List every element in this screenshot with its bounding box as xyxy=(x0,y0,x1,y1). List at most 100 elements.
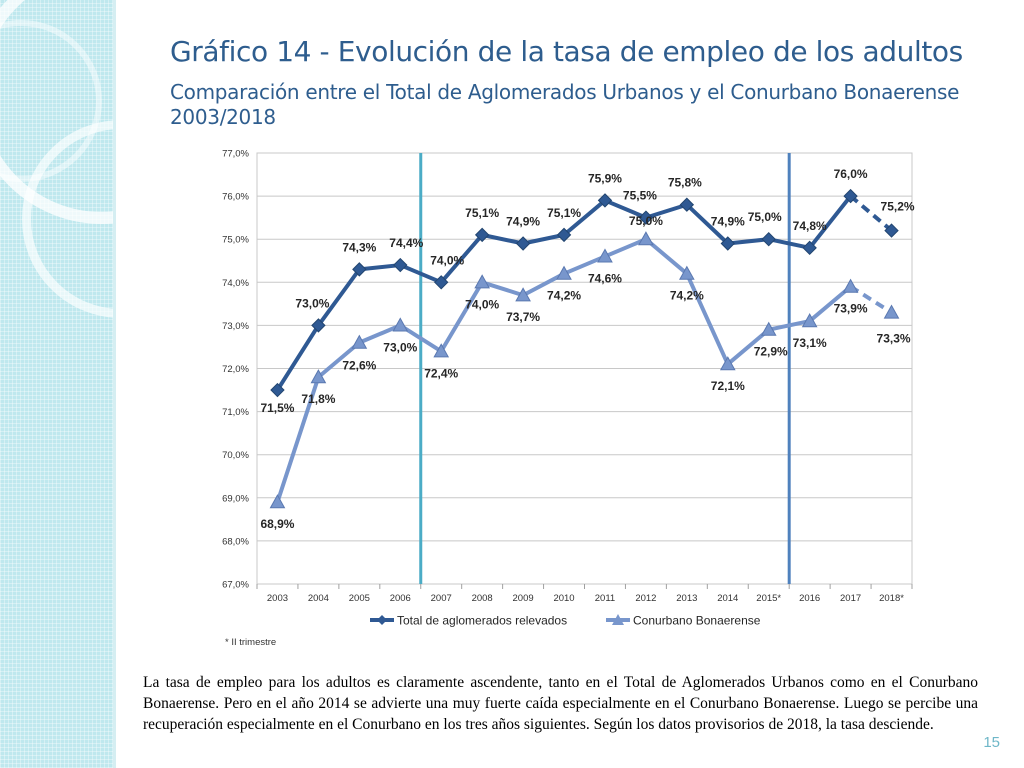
total-marker xyxy=(270,382,285,398)
total-marker xyxy=(352,262,367,277)
x-tick-label: 2005 xyxy=(349,593,370,604)
conurbano-data-label: 73,3% xyxy=(877,331,911,345)
conurbano-marker xyxy=(883,304,900,319)
y-tick-label: 72,0% xyxy=(222,364,249,375)
conurbano-data-label: 72,4% xyxy=(424,366,458,380)
total-marker xyxy=(638,210,654,225)
y-tick-label: 77,0% xyxy=(222,149,249,160)
total-data-label: 74,4% xyxy=(389,236,423,250)
total-data-label: 71,5% xyxy=(260,401,294,415)
conurbano-data-label: 68,9% xyxy=(260,517,294,531)
x-tick-label: 2018* xyxy=(879,593,904,604)
conurbano-data-label: 74,2% xyxy=(670,289,704,303)
conurbano-marker xyxy=(351,334,368,349)
conurbano-data-label: 73,1% xyxy=(793,336,827,350)
total-marker xyxy=(802,240,817,256)
conurbano-marker xyxy=(719,356,736,371)
total-data-label: 75,5% xyxy=(623,189,657,203)
employment-rate-line-chart: 67,0% 68,0% 69,0% 70,0% 71,0% 72,0% 73,0% 74,0%… xyxy=(222,149,915,649)
total-data-label: 73,0% xyxy=(295,296,329,310)
total-data-label: 74,0% xyxy=(430,253,464,267)
y-tick-label: 76,0% xyxy=(222,192,249,203)
x-tick-label: 2011 xyxy=(595,593,615,604)
total-data-label: 75,1% xyxy=(465,206,499,220)
y-tick-label: 67,0% xyxy=(222,580,249,591)
total-marker xyxy=(597,193,613,208)
total-data-label: 75,0% xyxy=(748,210,782,224)
slide-body-text: La tasa de empleo para los adultos es cl… xyxy=(143,674,978,733)
conurbano-data-label: 72,9% xyxy=(754,345,788,359)
conurbano-marker xyxy=(433,343,450,358)
total-marker xyxy=(884,223,899,238)
total-marker xyxy=(761,231,776,247)
conurbano-marker xyxy=(678,265,695,280)
x-tick-label: 2012 xyxy=(635,593,656,604)
total-marker xyxy=(474,227,490,243)
legend-total-label: Total de aglomerados relevados xyxy=(397,614,567,628)
x-tick-label: 2010 xyxy=(553,593,574,604)
conurbano-marker xyxy=(310,369,327,384)
conurbano-data-label: 73,9% xyxy=(834,302,868,316)
x-tick-label: 2008 xyxy=(472,593,493,604)
total-marker xyxy=(556,227,572,243)
total-data-label: 75,9% xyxy=(588,171,622,185)
x-tick-label: 2016 xyxy=(799,593,820,604)
total-data-label: 75,8% xyxy=(668,176,702,190)
x-tick-label: 2003 xyxy=(267,593,288,604)
conurbano-marker xyxy=(515,287,531,302)
total-data-label: 75,1% xyxy=(547,206,581,220)
conurbano-marker xyxy=(556,265,572,280)
conurbano-data-label: 73,7% xyxy=(506,310,540,324)
x-tick-label: 2017 xyxy=(840,593,861,604)
conurbano-marker xyxy=(392,317,409,332)
band-divider xyxy=(113,0,116,768)
legend-conurbano-label: Conurbano Bonaerense xyxy=(633,614,761,628)
conurbano-data-label: 74,0% xyxy=(465,297,499,311)
conurbano-data-label: 75,0% xyxy=(629,214,663,228)
total-series-dashed-segment xyxy=(849,194,893,233)
conurbano-data-label: 71,8% xyxy=(301,392,335,406)
conurbano-data-label: 74,2% xyxy=(547,289,581,303)
legend-total-marker xyxy=(377,615,387,625)
total-marker xyxy=(679,197,695,212)
total-marker xyxy=(843,188,858,204)
conurbano-marker xyxy=(597,248,613,263)
x-tick-label: 2015* xyxy=(756,593,781,604)
conurbano-marker xyxy=(269,494,286,509)
conurbano-marker xyxy=(842,278,859,293)
y-tick-label: 75,0% xyxy=(222,235,249,246)
conurbano-data-label: 72,6% xyxy=(342,359,376,373)
total-data-label: 74,3% xyxy=(342,240,376,254)
conurbano-marker xyxy=(474,274,491,289)
total-marker xyxy=(393,257,408,273)
conurbano-marker xyxy=(760,321,777,336)
total-data-label: 74,8% xyxy=(793,219,827,233)
conurbano-data-label: 73,0% xyxy=(383,340,417,354)
total-data-label: 74,9% xyxy=(711,215,745,229)
x-tick-label: 2013 xyxy=(676,593,697,604)
x-tick-label: 2006 xyxy=(390,593,411,604)
y-tick-label: 70,0% xyxy=(222,450,249,461)
total-marker xyxy=(311,318,326,333)
x-tick-label: 2009 xyxy=(513,593,534,604)
total-marker xyxy=(515,236,531,251)
total-marker xyxy=(434,275,449,290)
x-tick-label: 2004 xyxy=(308,593,329,604)
conurbano-data-label: 72,1% xyxy=(711,379,745,393)
slide-subtitle: Comparación entre el Total de Aglomerado… xyxy=(170,80,960,129)
decorative-left-band xyxy=(0,0,113,768)
y-tick-label: 69,0% xyxy=(222,493,249,504)
conurbano-data-label: 74,6% xyxy=(588,271,622,285)
x-tick-label: 2014 xyxy=(717,593,738,604)
chart-footnote: * II trimestre xyxy=(225,637,276,648)
conurbano-marker xyxy=(801,313,818,328)
total-marker xyxy=(720,236,735,251)
total-data-label: 74,9% xyxy=(506,215,540,229)
legend-conurbano-marker xyxy=(612,614,624,625)
y-tick-label: 73,0% xyxy=(222,321,249,332)
slide-title: Gráfico 14 - Evolución de la tasa de emp… xyxy=(170,35,963,68)
conurbano-marker xyxy=(638,231,654,246)
y-tick-label: 71,0% xyxy=(222,407,249,418)
y-tick-label: 68,0% xyxy=(222,536,249,547)
page-number: 15 xyxy=(983,734,1000,751)
